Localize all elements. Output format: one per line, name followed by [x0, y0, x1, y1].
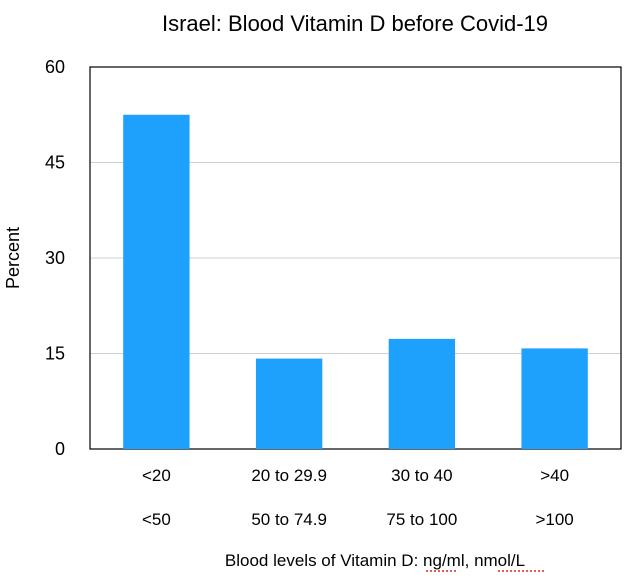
- x-category-label: 30 to 40: [391, 466, 452, 485]
- y-axis-ticks: 0 15 30 45 60: [45, 57, 65, 459]
- bar: [123, 114, 190, 449]
- y-tick-label: 15: [45, 344, 65, 364]
- x-axis-categories: <20 <50 20 to 29.9 50 to 74.9 30 to 40 75 to …: [142, 466, 574, 529]
- bar: [388, 338, 456, 449]
- x-axis-label: Blood levels of Vitamin D: ng/ml, nmol/L: [225, 551, 525, 570]
- x-category-label-nmol: >100: [535, 510, 573, 529]
- x-category-label-nmol: <50: [142, 510, 171, 529]
- bars: [123, 114, 588, 449]
- x-category-label: >40: [540, 466, 569, 485]
- y-tick-label: 60: [45, 57, 65, 77]
- y-tick-label: 0: [55, 439, 65, 459]
- y-axis-label: Percent: [3, 227, 23, 289]
- x-category-label-nmol: 50 to 74.9: [251, 510, 327, 529]
- x-axis-label-part: Blood levels of Vitamin D:: [225, 551, 423, 570]
- chart-title: Israel: Blood Vitamin D before Covid-19: [162, 11, 548, 36]
- x-category-label: 20 to 29.9: [251, 466, 327, 485]
- bar: [255, 358, 323, 449]
- y-tick-label: 30: [45, 248, 65, 268]
- x-axis-label-unit-ngml: ng/ml: [423, 551, 465, 570]
- plot-area-border: [89, 66, 622, 450]
- y-tick-label: 45: [45, 153, 65, 173]
- x-category-label: <20: [142, 466, 171, 485]
- x-axis-label-unit-nmol: nmol/L: [474, 551, 525, 570]
- bar: [521, 348, 588, 449]
- x-category-label-nmol: 75 to 100: [386, 510, 457, 529]
- x-axis-label-separator: ,: [465, 551, 474, 570]
